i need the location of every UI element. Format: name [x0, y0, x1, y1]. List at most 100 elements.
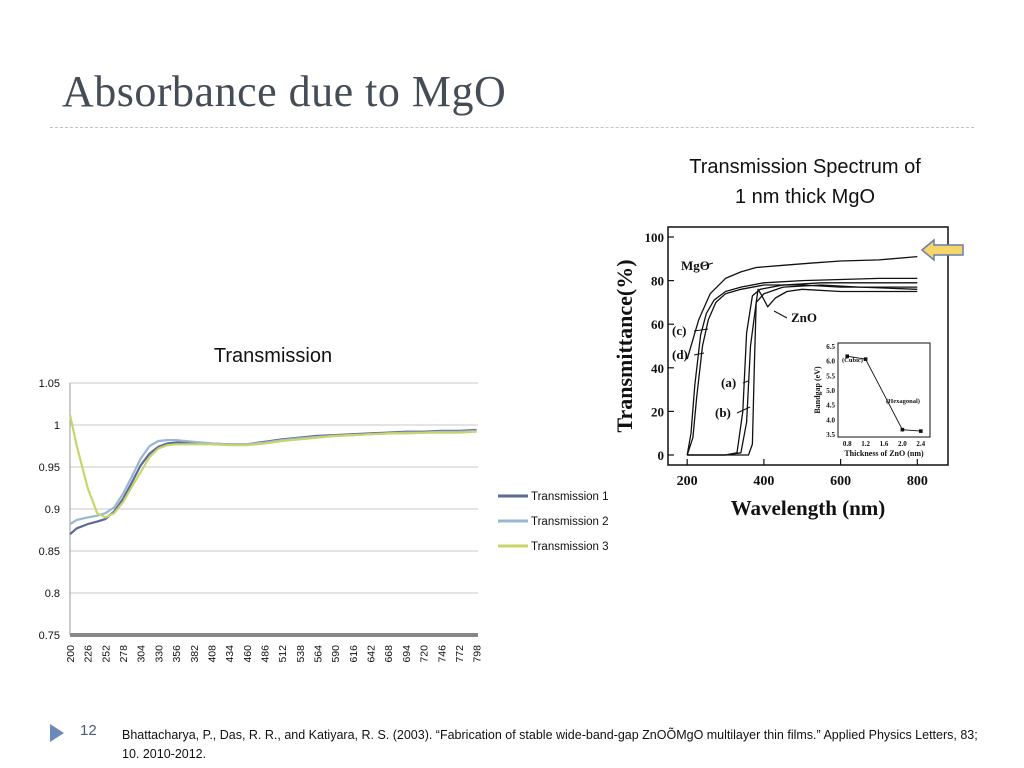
slide-title: Absorbance due to MgO — [62, 67, 507, 116]
label-pointer — [773, 310, 788, 319]
legend-label: Transmission 2 — [531, 516, 609, 528]
curve-label: (b) — [715, 405, 731, 420]
transmittance-figure: 0 20 40 60 80 100 200 400 600 800 Wavelength (nm) T… — [612, 226, 964, 520]
x-tick-label: 600 — [830, 474, 851, 489]
figure-caption-line-2: 1 nm thick MgO — [734, 186, 876, 208]
inset-y-tick-label: 3.5 — [826, 431, 835, 439]
y-tick-label: 0.95 — [39, 462, 60, 474]
legend-label: Transmission 3 — [531, 541, 609, 553]
curve-label: MgO — [681, 258, 710, 273]
x-tick-label: 330 — [153, 645, 165, 663]
inset-annotation: (Cubic) — [842, 357, 863, 364]
x-tick-label: 400 — [753, 474, 774, 489]
inset-frame — [837, 342, 931, 438]
x-tick-label: 720 — [419, 645, 431, 663]
slide-number-marker-icon — [50, 724, 64, 742]
y-tick-label: 1 — [54, 420, 60, 432]
x-tick-label: 616 — [348, 645, 360, 663]
curve-zno — [687, 288, 918, 456]
legend-label: Transmission 1 — [531, 491, 609, 503]
x-tick-label: 252 — [100, 645, 112, 663]
y-tick-label: 0.9 — [45, 504, 60, 516]
y-tick-label: 100 — [645, 230, 665, 245]
inset-y-tick-label: 6.0 — [826, 358, 835, 366]
inset-annotation: (Hexagonal) — [886, 398, 920, 405]
citation: Bhattacharya, P., Das, R. R., and Katiya… — [122, 728, 978, 761]
y-tick-label: 0.8 — [45, 588, 60, 600]
highlight-arrow-icon — [920, 238, 964, 262]
x-tick-label: 538 — [295, 645, 307, 663]
figure-caption-line-1: Transmission Spectrum of — [689, 156, 921, 178]
inset-x-tick-label: 2.0 — [898, 440, 907, 448]
inset-point — [845, 354, 849, 359]
x-tick-label: 798 — [472, 645, 484, 663]
slide-number: 12 — [80, 722, 97, 739]
inset-x-tick-label: 2.4 — [916, 440, 925, 448]
y-tick-label: 1.05 — [39, 378, 60, 390]
label-pointer — [736, 406, 751, 414]
x-tick-label: 800 — [907, 474, 928, 489]
x-tick-label: 564 — [313, 645, 325, 663]
x-tick-label: 512 — [277, 645, 289, 663]
label-pointer — [693, 352, 705, 356]
x-tick-label: 200 — [677, 474, 698, 489]
transmission-chart: Transmission 0.75 0.8 0.85 0.9 0.95 1 1.05 200… — [39, 345, 609, 663]
x-tick-label: 694 — [401, 645, 413, 663]
inset-bandgap-line — [847, 355, 921, 432]
label-pointer — [702, 262, 714, 267]
inset-x-tick-label: 1.6 — [880, 440, 889, 448]
inset-y-tick-label: 4.5 — [826, 402, 835, 410]
label-pointer — [742, 380, 749, 384]
curve-mgo — [686, 255, 918, 360]
inset-y-tick-label: 5.5 — [826, 372, 835, 380]
x-tick-label: 278 — [118, 645, 130, 663]
x-tick-label: 590 — [330, 645, 342, 663]
x-tick-label: 356 — [171, 645, 183, 663]
x-tick-label: 668 — [383, 645, 395, 663]
x-tick-label: 200 — [65, 645, 77, 663]
inset-y-tick-label: 4.0 — [826, 416, 835, 424]
inset-x-tick-label: 0.8 — [843, 440, 852, 448]
inset-x-tick-label: 1.2 — [861, 440, 870, 448]
slide-number-marker-icon-shape — [50, 724, 64, 742]
inset-y-tick-label: 6.5 — [826, 343, 835, 351]
x-tick-label: 408 — [206, 645, 218, 663]
inset-point — [900, 427, 905, 432]
y-tick-label: 0.75 — [39, 630, 60, 642]
series-line — [69, 429, 477, 526]
label-pointer — [693, 328, 709, 332]
series-line — [69, 428, 477, 536]
y-tick-label: 60 — [651, 317, 664, 332]
chart-title: Transmission — [214, 345, 332, 367]
inset-point — [863, 357, 868, 361]
inset-y-axis-title: Bandgap (eV) — [813, 366, 822, 414]
x-tick-label: 434 — [224, 645, 236, 663]
x-tick-label: 746 — [436, 645, 448, 663]
x-tick-label: 486 — [259, 645, 271, 663]
figure-caption: Transmission Spectrum of 1 nm thick MgO — [660, 152, 950, 212]
x-tick-label: 304 — [136, 645, 148, 663]
curve-d — [686, 284, 918, 456]
x-tick-label: 226 — [83, 645, 95, 663]
inset-y-tick-label: 5.0 — [826, 387, 835, 395]
y-tick-label: 0 — [658, 448, 665, 463]
curve-c — [686, 277, 918, 456]
x-tick-label: 772 — [454, 645, 466, 663]
y-tick-label: 40 — [651, 361, 664, 376]
inset-x-axis-title: Thickness of ZnO (nm) — [844, 449, 924, 458]
y-tick-label: 20 — [651, 404, 664, 419]
curve-label: (c) — [672, 323, 686, 338]
plot-frame — [667, 226, 949, 466]
x-tick-label: 382 — [189, 645, 201, 663]
curve-label: ZnO — [791, 310, 817, 325]
x-tick-label: 460 — [242, 645, 254, 663]
curve-label: (a) — [721, 375, 736, 390]
title-divider — [50, 127, 974, 128]
y-axis-title: Transmittance(%) — [612, 259, 637, 432]
x-tick-label: 642 — [366, 645, 378, 663]
y-tick-label: 0.85 — [39, 546, 60, 558]
y-tick-label: 80 — [651, 274, 664, 289]
series-line — [68, 414, 477, 519]
x-axis-title: Wavelength (nm) — [731, 496, 886, 520]
inset-point — [919, 429, 923, 433]
